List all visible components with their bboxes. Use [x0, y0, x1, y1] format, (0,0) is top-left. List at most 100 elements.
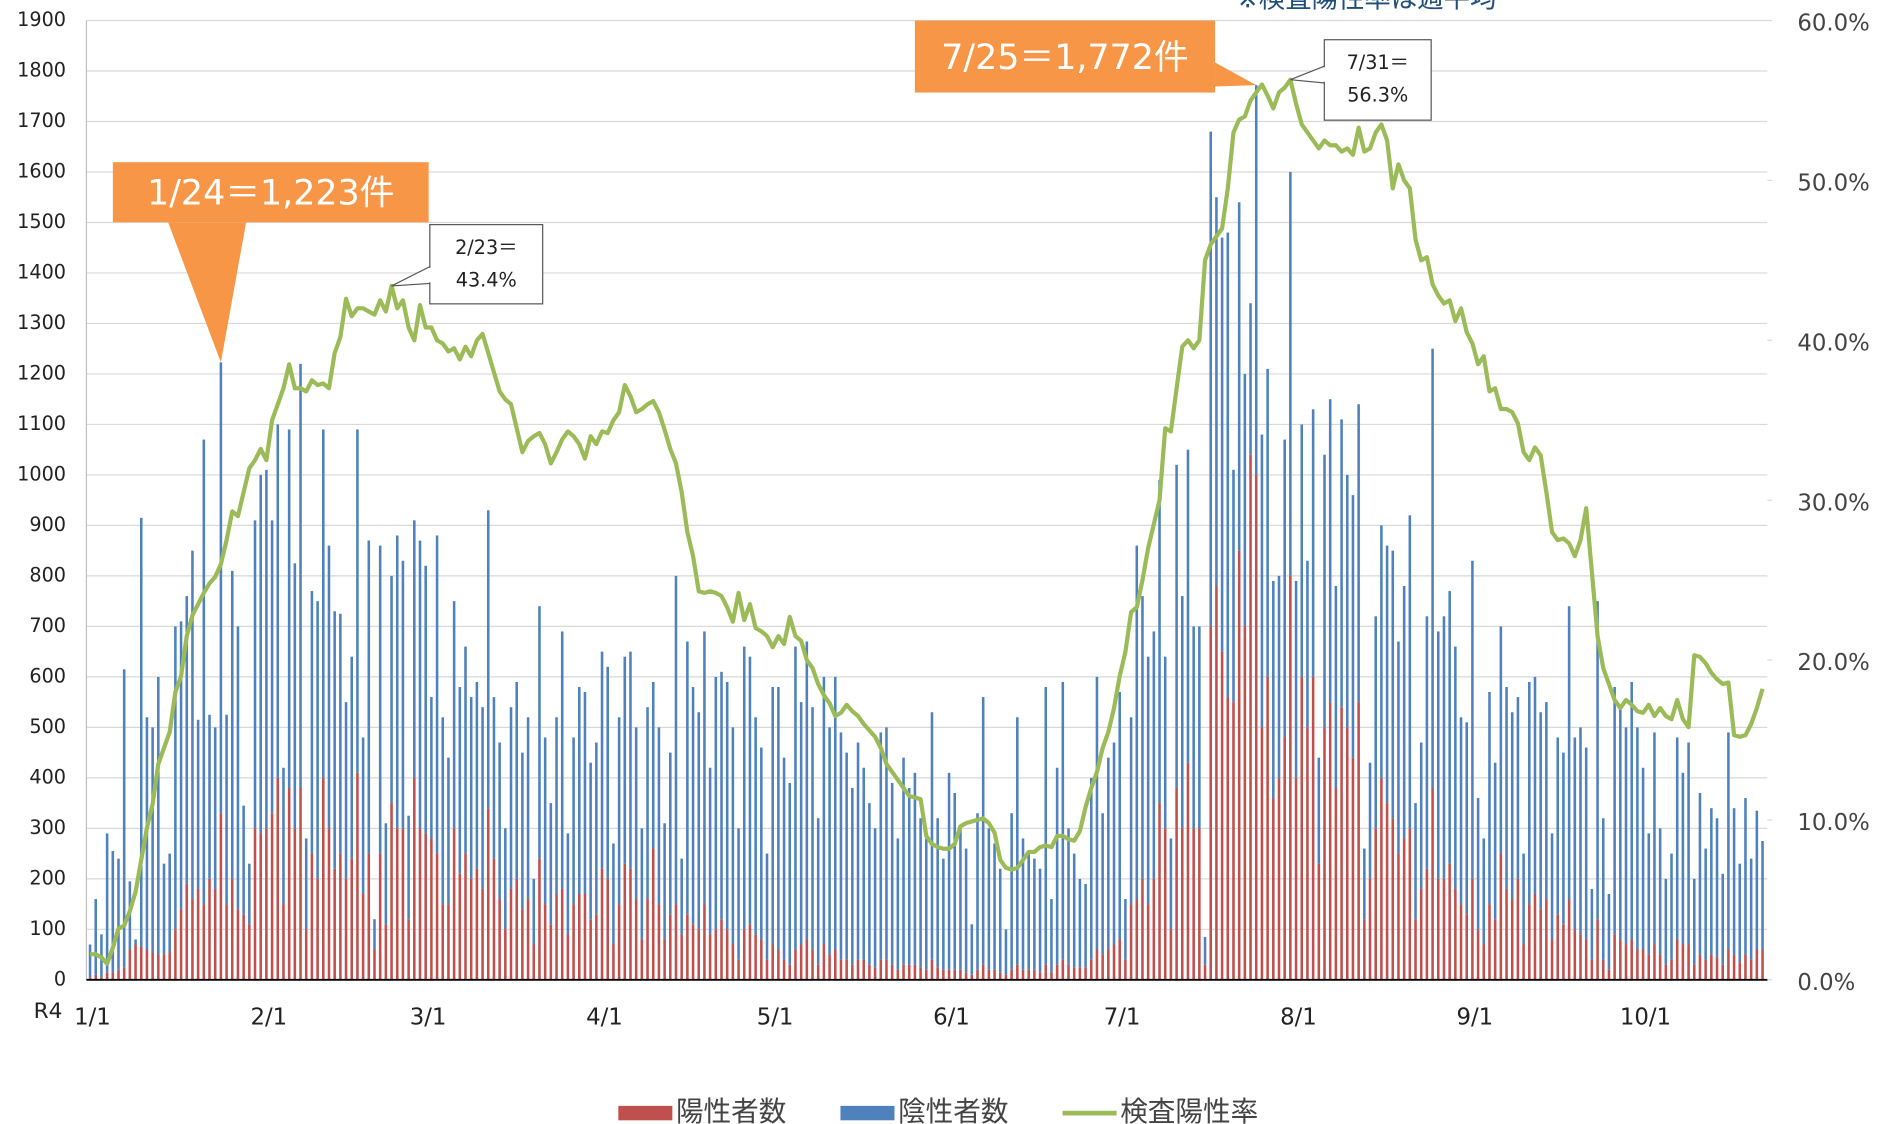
bar-segment	[1715, 957, 1719, 980]
bar-segment	[532, 878, 536, 945]
bar-segment	[424, 833, 427, 980]
bar-segment	[879, 959, 883, 980]
bar-segment	[890, 964, 894, 980]
bar-segment	[179, 909, 183, 980]
bar-segment	[316, 601, 319, 879]
bar-segment	[390, 575, 393, 804]
bar-segment	[1169, 838, 1173, 930]
bar-segment	[1112, 944, 1116, 980]
bar-segment	[1573, 929, 1577, 980]
bar-segment	[1761, 840, 1764, 950]
bar-segment	[646, 899, 649, 980]
y-tick-label: 1300	[17, 311, 66, 334]
bar-segment	[669, 752, 672, 915]
bar-segment	[1619, 939, 1622, 980]
bar-segment	[1653, 944, 1656, 980]
bar-segment	[1380, 777, 1383, 980]
bar-segment	[1385, 803, 1389, 980]
bar-segment	[1323, 454, 1326, 728]
bar-segment	[1186, 762, 1190, 980]
bar-segment	[959, 969, 962, 980]
bar-segment	[447, 757, 450, 905]
bar-segment	[344, 702, 348, 879]
bar-segment	[1243, 626, 1247, 980]
bar-segment	[1192, 626, 1195, 829]
bar-segment	[191, 899, 194, 980]
bar-segment	[1067, 828, 1070, 965]
bar-segment	[1289, 171, 1292, 576]
bar-segment	[1419, 888, 1423, 980]
bar-segment	[686, 641, 689, 915]
bar-segment	[1181, 596, 1184, 829]
bar-segment	[913, 964, 917, 980]
bar-segment	[1613, 686, 1616, 935]
bar-segment	[1562, 924, 1565, 980]
bar-segment	[1482, 838, 1486, 945]
bar-segment	[208, 714, 211, 879]
bar-segment	[322, 429, 325, 778]
bar-segment	[589, 762, 592, 920]
bar-segment	[1033, 969, 1036, 980]
bar-segment	[1175, 464, 1178, 788]
bar-segment	[1391, 550, 1395, 819]
callout-text: 43.4%	[456, 269, 517, 292]
bar-segment	[765, 959, 769, 980]
bar-segment	[282, 904, 285, 980]
bar-segment	[1681, 944, 1685, 980]
bar-segment	[1146, 904, 1150, 980]
bar-segment	[1749, 959, 1753, 980]
bar-segment	[777, 949, 780, 980]
bar-segment	[589, 919, 592, 980]
bar-segment	[1277, 575, 1281, 778]
bar-segment	[549, 924, 553, 980]
bar-segment	[1050, 972, 1053, 980]
bar-segment	[1442, 616, 1446, 879]
bar-segment	[1021, 969, 1025, 980]
bar-segment	[458, 686, 462, 874]
bar-segment	[1505, 888, 1508, 980]
bar-segment	[1476, 929, 1480, 980]
bar-segment	[1033, 858, 1036, 970]
bar-segment	[327, 545, 331, 829]
bar-segment	[577, 893, 581, 980]
bar-segment	[1351, 757, 1355, 980]
bar-segment	[1641, 767, 1645, 950]
bar-segment	[94, 899, 98, 975]
bar-segment	[839, 959, 843, 980]
bar-segment	[1624, 944, 1628, 980]
bar-segment	[651, 848, 655, 980]
y-tick-label: 600	[29, 664, 66, 687]
bar-segment	[1556, 914, 1560, 980]
bar-segment	[754, 717, 757, 935]
bar-segment	[304, 838, 308, 930]
bar-segment	[1181, 828, 1184, 980]
bar-segment	[714, 929, 718, 980]
bar-segment	[1687, 742, 1690, 945]
callout-box	[112, 162, 429, 223]
bar-segment	[1374, 616, 1377, 829]
bar-segment	[1584, 939, 1588, 980]
bar-segment	[566, 833, 570, 935]
bar-segment	[629, 868, 632, 980]
bar-segment	[725, 681, 729, 930]
bar-segment	[469, 878, 473, 980]
bar-segment	[1545, 899, 1548, 980]
bar-segment	[794, 646, 797, 950]
bar-segment	[1573, 737, 1577, 930]
bar-segment	[1590, 888, 1594, 960]
bar-segment	[1738, 962, 1742, 980]
y-tick-label: 1200	[17, 361, 66, 384]
bar-segment	[549, 803, 553, 925]
bar-segment	[1721, 873, 1724, 965]
bar-segment	[754, 934, 757, 980]
bar-segment	[157, 954, 160, 980]
bar-segment	[1692, 878, 1696, 965]
x-tick-label: 7/1	[1104, 1005, 1141, 1031]
bar-segment	[1414, 803, 1417, 920]
bar-segment	[1328, 702, 1332, 980]
bar-segment	[504, 828, 507, 930]
bar-segment	[196, 888, 200, 980]
callout-pointer	[168, 222, 247, 363]
bar-segment	[162, 954, 166, 980]
